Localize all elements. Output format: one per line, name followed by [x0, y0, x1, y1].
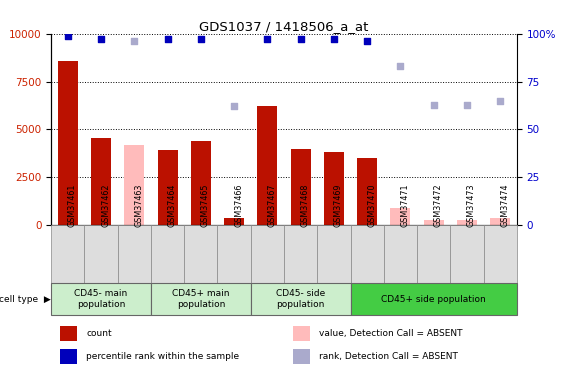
Point [63, 33, 72, 39]
Bar [58, 60, 78, 225]
FancyBboxPatch shape [417, 225, 450, 283]
Bar [91, 138, 111, 225]
Text: GSM37468: GSM37468 [300, 183, 310, 227]
FancyBboxPatch shape [151, 225, 184, 283]
Text: CD45- side
population: CD45- side population [276, 290, 325, 309]
Point [329, 36, 339, 42]
Point [462, 102, 471, 108]
Text: GSM37461: GSM37461 [68, 183, 77, 227]
Bar [191, 141, 211, 225]
Point [130, 38, 139, 44]
Text: GSM37465: GSM37465 [201, 183, 210, 227]
FancyBboxPatch shape [250, 283, 350, 315]
Text: value, Detection Call = ABSENT: value, Detection Call = ABSENT [319, 329, 462, 338]
FancyBboxPatch shape [450, 225, 483, 283]
Bar [157, 150, 178, 225]
Bar [257, 106, 277, 225]
Point [229, 104, 239, 110]
Text: CD45- main
population: CD45- main population [74, 290, 128, 309]
Text: GSM37474: GSM37474 [500, 183, 509, 227]
Point [296, 36, 305, 42]
Bar [390, 208, 411, 225]
Point [396, 63, 405, 69]
Point [163, 36, 172, 42]
Point [362, 38, 371, 44]
Text: GSM37467: GSM37467 [268, 183, 277, 227]
Text: GSM37462: GSM37462 [101, 183, 110, 227]
Text: GSM37466: GSM37466 [234, 183, 243, 227]
FancyBboxPatch shape [85, 225, 118, 283]
Bar [124, 145, 144, 225]
FancyBboxPatch shape [218, 225, 250, 283]
Bar [293, 349, 310, 364]
Bar [60, 349, 77, 364]
FancyBboxPatch shape [318, 225, 350, 283]
FancyBboxPatch shape [250, 225, 284, 283]
Bar [357, 158, 377, 225]
Text: GSM37470: GSM37470 [367, 183, 376, 227]
Text: percentile rank within the sample: percentile rank within the sample [86, 352, 239, 361]
FancyBboxPatch shape [51, 283, 151, 315]
Text: GSM37469: GSM37469 [334, 183, 343, 227]
FancyBboxPatch shape [350, 283, 517, 315]
Bar [60, 326, 77, 341]
FancyBboxPatch shape [51, 225, 85, 283]
Text: CD45+ main
population: CD45+ main population [172, 290, 229, 309]
FancyBboxPatch shape [118, 225, 151, 283]
Bar [224, 218, 244, 225]
Bar [457, 220, 477, 225]
Title: GDS1037 / 1418506_a_at: GDS1037 / 1418506_a_at [199, 20, 369, 33]
Bar [424, 220, 444, 225]
Text: CD45+ side population: CD45+ side population [381, 295, 486, 304]
Point [263, 36, 272, 42]
Point [97, 36, 106, 42]
Text: GSM37473: GSM37473 [467, 183, 476, 227]
Text: rank, Detection Call = ABSENT: rank, Detection Call = ABSENT [319, 352, 458, 361]
Text: count: count [86, 329, 112, 338]
Bar [293, 326, 310, 341]
Point [496, 98, 505, 104]
Text: cell type  ▶: cell type ▶ [0, 295, 51, 304]
Bar [291, 148, 311, 225]
Point [197, 36, 206, 42]
Text: GSM37463: GSM37463 [134, 183, 143, 227]
Text: GSM37472: GSM37472 [434, 183, 442, 227]
FancyBboxPatch shape [350, 225, 384, 283]
FancyBboxPatch shape [151, 283, 250, 315]
Text: GSM37464: GSM37464 [168, 183, 177, 227]
Point [429, 102, 438, 108]
FancyBboxPatch shape [184, 225, 218, 283]
Text: GSM37471: GSM37471 [400, 183, 410, 227]
Bar [490, 218, 510, 225]
FancyBboxPatch shape [384, 225, 417, 283]
Bar [324, 152, 344, 225]
FancyBboxPatch shape [483, 225, 517, 283]
FancyBboxPatch shape [284, 225, 318, 283]
